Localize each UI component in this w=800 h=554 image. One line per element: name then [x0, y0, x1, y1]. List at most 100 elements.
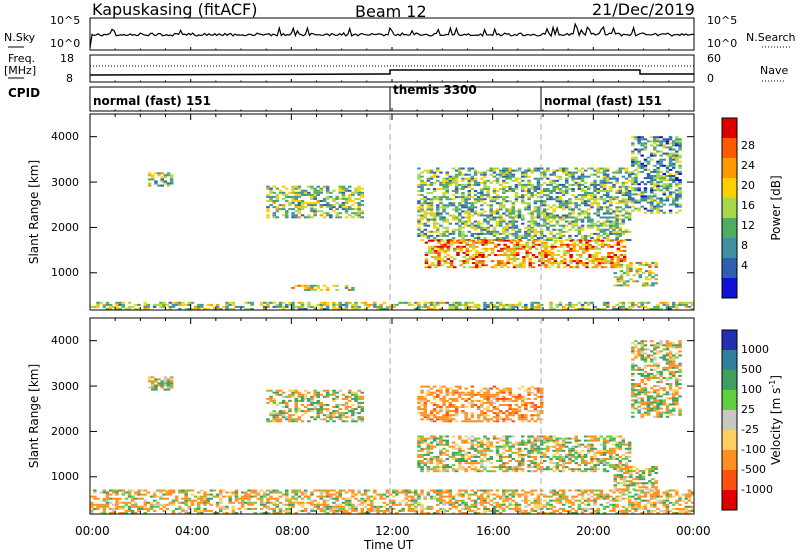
- heatmap-cell: [426, 230, 431, 233]
- heatmap-cell: [222, 489, 226, 492]
- heatmap-cell: [665, 168, 670, 171]
- heatmap-cell: [420, 234, 424, 237]
- heatmap-cell: [99, 505, 103, 508]
- heatmap-cell: [426, 171, 431, 174]
- heatmap-cell: [297, 416, 302, 419]
- heatmap-cell: [495, 301, 500, 304]
- heatmap-cell: [517, 512, 522, 514]
- heatmap-cell: [618, 200, 622, 203]
- heatmap-cell: [253, 491, 258, 494]
- heatmap-cell: [228, 501, 232, 504]
- heatmap-cell: [313, 499, 317, 502]
- heatmap-cell: [681, 509, 685, 512]
- heatmap-cell: [631, 160, 635, 163]
- heatmap-cell: [300, 200, 305, 202]
- heatmap-cell: [659, 199, 663, 202]
- heatmap-cell: [454, 420, 459, 423]
- heatmap-cell: [580, 226, 585, 229]
- heatmap-cell: [272, 195, 276, 198]
- heatmap-cell: [432, 216, 437, 219]
- heatmap-cell: [442, 399, 446, 402]
- heatmap-cell: [313, 401, 317, 404]
- heatmap-cell: [508, 169, 512, 172]
- heatmap-cell: [546, 228, 550, 231]
- heatmap-cell: [511, 393, 515, 396]
- heatmap-cell: [621, 200, 626, 203]
- heatmap-cell: [536, 501, 541, 504]
- heatmap-cell: [489, 399, 493, 402]
- heatmap-cell: [519, 239, 523, 242]
- heatmap-cell: [536, 224, 541, 227]
- heatmap-cell: [605, 234, 610, 237]
- heatmap-cell: [480, 420, 484, 423]
- heatmap-cell: [528, 264, 532, 267]
- heatmap-cell: [565, 179, 569, 182]
- heatmap-cell: [275, 193, 280, 196]
- heatmap-cell: [121, 301, 125, 304]
- heatmap-cell: [300, 303, 305, 306]
- heatmap-cell: [574, 303, 578, 306]
- heatmap-cell: [530, 301, 534, 304]
- heatmap-cell: [344, 397, 349, 400]
- heatmap-cell: [486, 489, 490, 492]
- heatmap-cell: [426, 188, 431, 190]
- heatmap-cell: [448, 202, 453, 205]
- heatmap-cell: [563, 260, 567, 263]
- heatmap-cell: [357, 216, 361, 219]
- heatmap-cell: [499, 183, 503, 186]
- heatmap-cell: [417, 202, 421, 205]
- heatmap-cell: [533, 301, 538, 304]
- heatmap-cell: [247, 503, 251, 506]
- heatmap-cell: [643, 491, 648, 494]
- heatmap-cell: [590, 220, 594, 223]
- heatmap-cell: [650, 205, 654, 208]
- heatmap-cell: [672, 199, 676, 202]
- heatmap-cell: [574, 495, 578, 498]
- heatmap-cell: [357, 189, 361, 192]
- heatmap-cell: [530, 410, 534, 413]
- heatmap-cell: [590, 507, 594, 510]
- heatmap-cell: [266, 397, 270, 400]
- heatmap-cell: [143, 505, 147, 508]
- heatmap-cell: [499, 410, 503, 413]
- heatmap-cell: [470, 232, 475, 235]
- heatmap-cell: [426, 308, 431, 310]
- heatmap-cell: [300, 202, 305, 204]
- heatmap-cell: [278, 512, 283, 514]
- heatmap-cell: [440, 245, 444, 248]
- heatmap-cell: [486, 507, 490, 510]
- heatmap-cell: [354, 493, 358, 496]
- heatmap-cell: [234, 493, 239, 496]
- heatmap-cell: [499, 188, 503, 190]
- heatmap-cell: [354, 509, 358, 512]
- heatmap-cell: [338, 412, 342, 415]
- heatmap-cell: [464, 489, 468, 492]
- heatmap-cell: [568, 202, 572, 205]
- heatmap-cell: [481, 256, 485, 258]
- heatmap-cell: [417, 194, 421, 197]
- heatmap-cell: [486, 493, 490, 496]
- heatmap-cell: [656, 495, 660, 498]
- heatmap-cell: [354, 189, 358, 192]
- heatmap-cell: [569, 258, 573, 261]
- heatmap-cell: [497, 262, 501, 265]
- heatmap-cell: [522, 262, 526, 265]
- heatmap-cell: [461, 222, 465, 225]
- heatmap-cell: [234, 305, 239, 308]
- heatmap-cell: [215, 505, 220, 508]
- heatmap-cell: [467, 214, 471, 217]
- heatmap-cell: [281, 193, 286, 196]
- heatmap-cell: [373, 497, 377, 500]
- heatmap-cell: [360, 301, 364, 304]
- heatmap-cell: [543, 190, 547, 192]
- heatmap-cell: [672, 162, 676, 165]
- heatmap-cell: [583, 216, 588, 219]
- heatmap-cell: [168, 501, 173, 504]
- heatmap-cell: [578, 254, 583, 256]
- heatmap-cell: [483, 210, 487, 213]
- heatmap-cell: [600, 262, 605, 265]
- heatmap-cell: [539, 224, 544, 227]
- heatmap-cell: [303, 191, 308, 194]
- heatmap-cell: [281, 208, 286, 211]
- heatmap-cell: [473, 399, 478, 402]
